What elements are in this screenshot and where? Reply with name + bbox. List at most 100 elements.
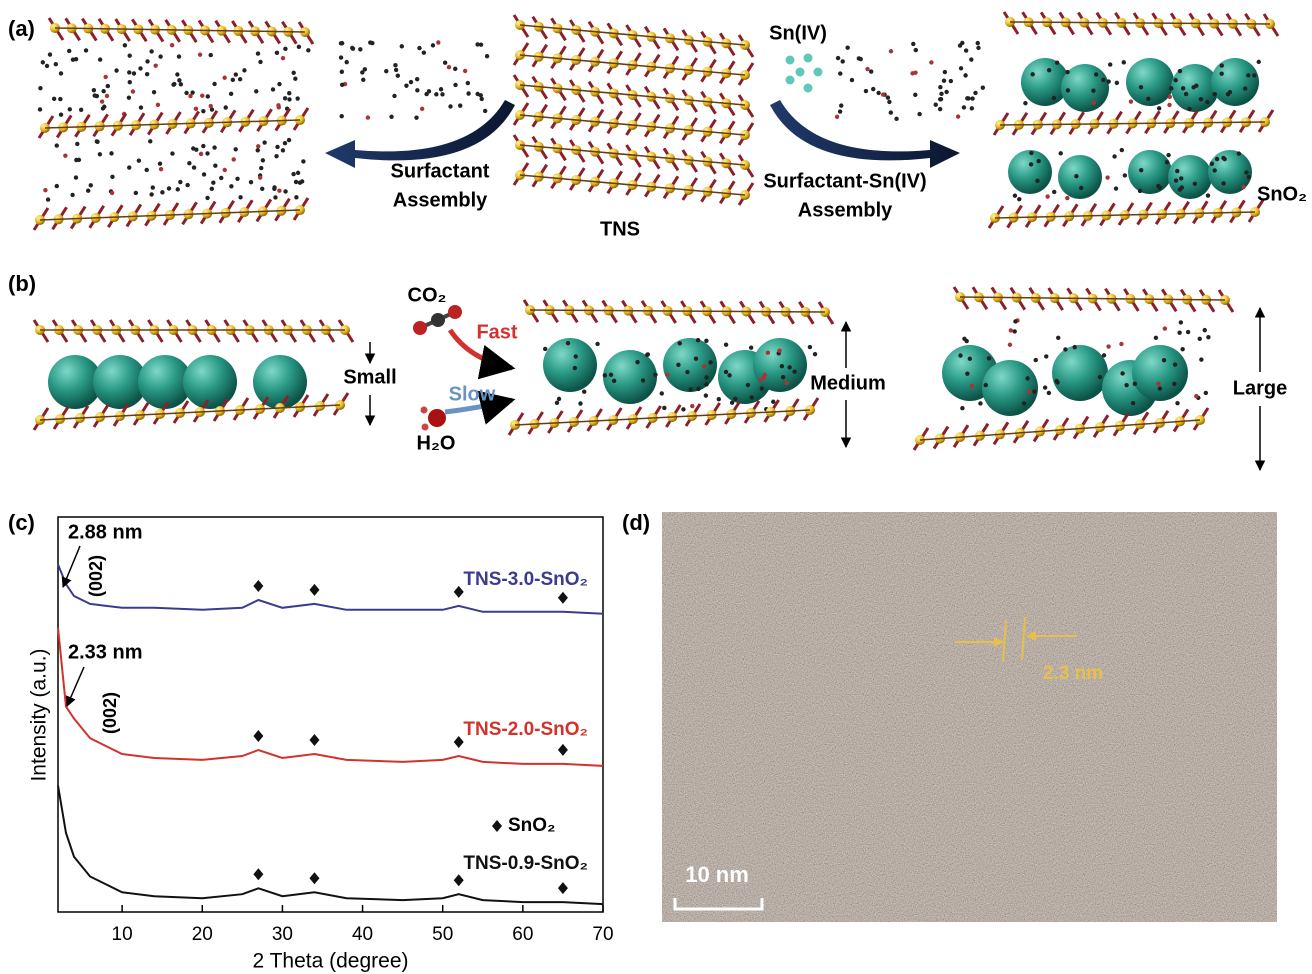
surfactant-atom — [849, 77, 855, 83]
surfactant-atom — [191, 165, 197, 170]
surfactant-atom — [78, 107, 84, 112]
surfactant-atom — [1113, 186, 1119, 191]
surfactant-atom — [969, 57, 974, 62]
series-line — [57, 564, 604, 615]
surfactant-atom — [408, 79, 414, 85]
sno2-particle — [1208, 150, 1252, 194]
surfactant-atom — [421, 50, 427, 55]
surfactant-atom — [178, 82, 184, 87]
surfactant-atom — [205, 151, 210, 156]
surfactant-atom — [578, 401, 583, 406]
y-axis-label: Intensity (a.u.) — [28, 648, 51, 781]
surfactant-atom — [1091, 100, 1097, 106]
x-tick-label: 50 — [432, 924, 453, 945]
surfactant-atom — [960, 406, 965, 411]
surfactant-atom — [963, 48, 969, 53]
surfactant-atom — [256, 144, 261, 149]
annotation: 2.33 nm — [68, 641, 142, 663]
surfactant-atom — [1121, 60, 1126, 65]
layer-plane — [519, 24, 746, 46]
surfactant-atom — [277, 81, 282, 87]
surfactant-atom — [840, 59, 845, 64]
rate-label: Slow — [449, 383, 496, 405]
surfactant-atom — [944, 89, 949, 95]
surfactant-atom — [478, 93, 483, 98]
peak-marker — [309, 583, 320, 596]
layer-plane — [1009, 21, 1271, 25]
surfactant-atom — [681, 407, 686, 412]
surfactant-atom — [958, 353, 963, 358]
series-label: TNS-0.9-SnO₂ — [463, 853, 588, 874]
size-label: Small — [343, 366, 396, 388]
surfactant-atom — [911, 41, 916, 47]
surfactant-atom — [171, 82, 176, 87]
surfactant-atom — [1008, 328, 1014, 333]
surfactant-atom — [462, 68, 468, 74]
surfactant-atom — [1119, 147, 1125, 153]
surfactant-atom — [127, 70, 132, 75]
layer-plane — [919, 419, 1201, 441]
surfactant-atom — [933, 102, 938, 107]
surfactant-atom — [1028, 162, 1034, 167]
surfactant-atom — [792, 369, 797, 374]
sno2-particle — [982, 360, 1038, 416]
surfactant-atom — [110, 174, 115, 180]
surfactant-atom — [1244, 170, 1249, 175]
surfactant-atom — [73, 175, 79, 180]
surfactant-atom — [158, 54, 163, 59]
surfactant-atom — [184, 90, 189, 96]
surfactant-atom — [1214, 156, 1220, 162]
layer-plane — [519, 54, 746, 76]
layer-plane — [514, 409, 811, 426]
scale-bar-label: 10 nm — [685, 862, 749, 887]
legend-marker — [492, 820, 502, 832]
surfactant-atom — [211, 180, 216, 185]
surfactant-atom — [966, 96, 971, 101]
surfactant-atom — [399, 44, 405, 49]
surfactant-atom — [1172, 381, 1177, 387]
surfactant-atom — [635, 359, 640, 365]
surfactant-atom — [938, 85, 943, 90]
surfactant-atom — [1156, 106, 1162, 111]
surfactant-atom — [1012, 329, 1017, 334]
surfactant-atom — [1128, 99, 1134, 104]
surfactant-atom — [272, 186, 277, 192]
surfactant-atom — [1027, 389, 1032, 394]
surfactant-atom — [1166, 152, 1171, 158]
surfactant-atom — [105, 83, 111, 89]
surfactant-atom — [1178, 320, 1184, 325]
surfactant-atom — [148, 139, 153, 144]
surfactant-atom — [47, 52, 53, 57]
surfactant-atom — [704, 382, 709, 387]
surfactant-atom — [1198, 97, 1204, 102]
x-tick-label: 40 — [352, 924, 373, 945]
surfactant-atom — [1058, 151, 1063, 156]
surfactant-atom — [1146, 96, 1151, 102]
sn-ion — [795, 67, 805, 77]
surfactant-atom — [888, 49, 894, 54]
surfactant-atom — [479, 96, 484, 102]
surfactant-atom — [780, 374, 786, 380]
surfactant-atom — [339, 114, 344, 119]
x-tick-label: 30 — [272, 924, 293, 945]
surfactant-atom — [1101, 77, 1106, 83]
surfactant-atom — [136, 158, 142, 163]
sno2-particle — [753, 338, 807, 392]
surfactant-atom — [293, 179, 299, 185]
surfactant-atom — [306, 48, 311, 53]
surfactant-atom — [696, 386, 701, 392]
surfactant-atom — [45, 197, 51, 202]
size-label: Large — [1233, 377, 1287, 399]
surfactant-atom — [67, 107, 72, 112]
surfactant-atom — [339, 69, 345, 74]
surfactant-atom — [1180, 347, 1185, 352]
structure-label: TNS — [600, 218, 640, 240]
surfactant-atom — [1205, 99, 1210, 105]
surfactant-atom — [295, 96, 300, 101]
process-arrow — [770, 100, 960, 168]
size-label: Medium — [810, 372, 886, 394]
surfactant-atom — [677, 341, 682, 346]
surfactant-atom — [978, 401, 983, 406]
surfactant-atom — [1169, 86, 1174, 91]
